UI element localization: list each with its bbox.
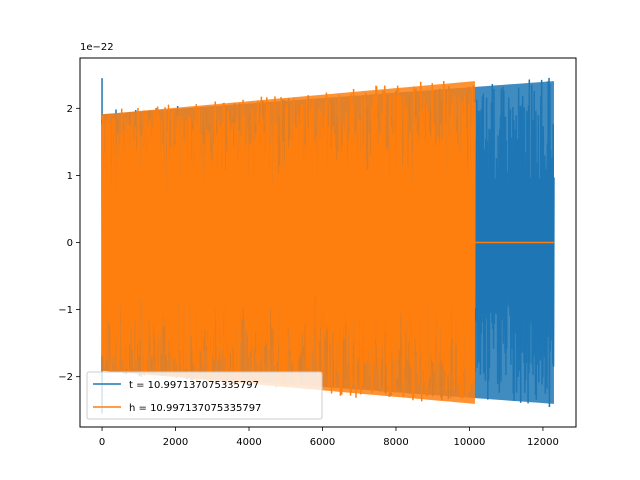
x-tick-label: 2000 [163,437,188,448]
series-layer [101,77,555,414]
y-tick-label: 0 [67,238,73,249]
legend-label-t: t = 10.997137075335797 [129,380,259,391]
y-tick-label: 2 [67,104,73,115]
y-tick-label: 1 [67,171,73,182]
x-tick-label: 8000 [383,437,408,448]
x-tick-label: 12000 [527,437,559,448]
series-h-line-band [102,81,475,404]
x-axis: 0 2000 4000 6000 8000 10000 12000 [99,427,559,448]
x-tick-label: 6000 [310,437,335,448]
y-offset-label: 1e−22 [80,42,114,53]
x-tick-label: 0 [99,437,105,448]
legend-label-h: h = 10.997137075335797 [129,403,261,414]
legend-box [86,371,323,420]
y-tick-label: −2 [58,372,73,383]
x-tick-label: 4000 [236,437,261,448]
y-tick-label: −1 [58,305,73,316]
legend: t = 10.997137075335797 h = 10.9971370753… [86,371,323,420]
y-axis: −2 −1 0 1 2 [58,104,80,383]
x-tick-label: 10000 [454,437,486,448]
